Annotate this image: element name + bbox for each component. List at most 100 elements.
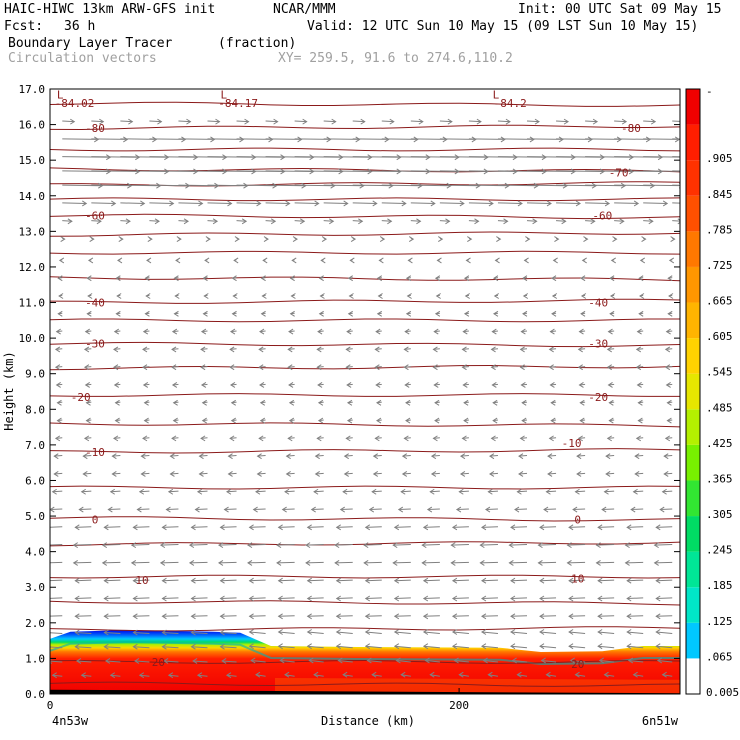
colorbar-swatch bbox=[686, 195, 700, 232]
wind-vector-head bbox=[261, 293, 267, 299]
wind-vector bbox=[278, 615, 295, 617]
wind-vector-head bbox=[255, 488, 261, 495]
wind-vector-head bbox=[163, 658, 169, 664]
wind-vector-head bbox=[451, 613, 458, 620]
wind-vector-head bbox=[171, 382, 178, 388]
wind-vector bbox=[265, 202, 290, 204]
wind-vector bbox=[512, 659, 528, 663]
wind-vector-head bbox=[87, 293, 93, 299]
wind-vector bbox=[401, 674, 411, 677]
wind-vector-head bbox=[418, 118, 424, 125]
wind-vector-head bbox=[578, 382, 584, 388]
wind-vector-head bbox=[318, 310, 324, 317]
x-tick-label: 200 bbox=[449, 699, 469, 712]
wind-vector-head bbox=[310, 506, 316, 513]
wind-vector-head bbox=[128, 118, 134, 125]
wind-vector-head bbox=[306, 629, 312, 635]
wind-vector bbox=[606, 455, 615, 457]
wind-vector-head bbox=[595, 542, 601, 549]
wind-vector-head bbox=[579, 417, 585, 424]
colorbar-label: .545 bbox=[706, 366, 733, 379]
wind-vector bbox=[585, 120, 598, 123]
wind-vector bbox=[79, 508, 92, 511]
wind-vector bbox=[247, 561, 266, 564]
wind-vector bbox=[75, 526, 92, 528]
wind-vector-head bbox=[607, 328, 613, 335]
y-tick-label: 0.0 bbox=[25, 688, 45, 701]
y-tick-label: 6.0 bbox=[25, 474, 45, 487]
wind-vector-head bbox=[372, 453, 379, 460]
wind-vector-head bbox=[219, 524, 225, 531]
wind-vector bbox=[249, 579, 266, 582]
wind-vector-head bbox=[401, 471, 408, 477]
wind-vector-head bbox=[393, 643, 400, 650]
wind-vector bbox=[315, 455, 324, 457]
wind-vector bbox=[489, 472, 498, 475]
wind-vector-head bbox=[606, 364, 613, 371]
wind-vector bbox=[604, 490, 615, 493]
wind-vector-head bbox=[549, 382, 555, 388]
wind-vector bbox=[110, 490, 121, 493]
wind-vector-head bbox=[376, 275, 383, 282]
wind-vector-head bbox=[583, 236, 589, 242]
wind-vector-head bbox=[305, 560, 311, 566]
wind-vector bbox=[189, 544, 208, 546]
wind-vector-head bbox=[343, 453, 349, 460]
colorbar-frame bbox=[685, 88, 701, 695]
wind-vector-head bbox=[60, 236, 66, 242]
wind-vector-head bbox=[518, 453, 524, 460]
wind-vector-head bbox=[53, 453, 59, 460]
wind-vector-head bbox=[288, 399, 295, 406]
wind-vector bbox=[672, 120, 680, 122]
isotherm-line bbox=[50, 422, 680, 428]
wind-vector bbox=[285, 490, 295, 493]
wind-vector-head bbox=[574, 488, 580, 495]
wind-vector bbox=[249, 615, 266, 617]
wind-vector-head bbox=[610, 257, 617, 264]
circulation-vectors bbox=[50, 118, 680, 679]
wind-vector-head bbox=[568, 643, 574, 650]
wind-vector bbox=[393, 544, 411, 546]
wind-vector-head bbox=[86, 275, 92, 282]
wind-vector-head bbox=[539, 577, 545, 584]
wind-vector-head bbox=[221, 658, 227, 664]
wind-vector-head bbox=[568, 524, 574, 531]
wind-vector-head bbox=[273, 118, 279, 125]
wind-vector bbox=[255, 674, 266, 677]
isotherm-line bbox=[50, 516, 680, 522]
isotherm-label: -30 bbox=[85, 337, 105, 350]
wind-vector bbox=[168, 674, 179, 677]
wind-vector-head bbox=[85, 417, 91, 424]
wind-vector bbox=[602, 508, 615, 511]
wind-vector-head bbox=[539, 524, 545, 531]
wind-vector bbox=[75, 632, 92, 634]
wind-vector-head bbox=[173, 310, 179, 317]
wind-vector bbox=[604, 674, 615, 677]
wind-vector bbox=[548, 455, 557, 457]
wind-vector bbox=[510, 631, 528, 634]
wind-vector bbox=[585, 220, 595, 222]
wind-vector bbox=[394, 579, 411, 582]
wind-vector bbox=[249, 526, 266, 528]
wind-vector bbox=[627, 597, 644, 600]
wind-vector-head bbox=[670, 236, 676, 242]
wind-vector-head bbox=[331, 118, 337, 125]
wind-vector bbox=[460, 472, 469, 475]
wind-vector-head bbox=[161, 595, 167, 602]
wind-vector-head bbox=[113, 346, 119, 353]
wind-vector-head bbox=[132, 577, 138, 584]
wind-vector-head bbox=[345, 346, 351, 353]
wind-vector bbox=[226, 674, 237, 677]
wind-vector bbox=[396, 659, 411, 663]
colorbar-swatch bbox=[686, 89, 700, 125]
wind-vector bbox=[365, 631, 382, 634]
wind-vector-head bbox=[263, 236, 269, 242]
isotherm-line bbox=[50, 448, 680, 454]
wind-vector bbox=[394, 597, 411, 600]
wind-vector-head bbox=[511, 657, 517, 664]
wind-vector-head bbox=[404, 328, 410, 335]
wind-vector bbox=[162, 597, 179, 600]
wind-vector-head bbox=[492, 417, 498, 424]
wind-vector bbox=[423, 597, 440, 600]
pressure-min-mark: L bbox=[57, 88, 64, 101]
